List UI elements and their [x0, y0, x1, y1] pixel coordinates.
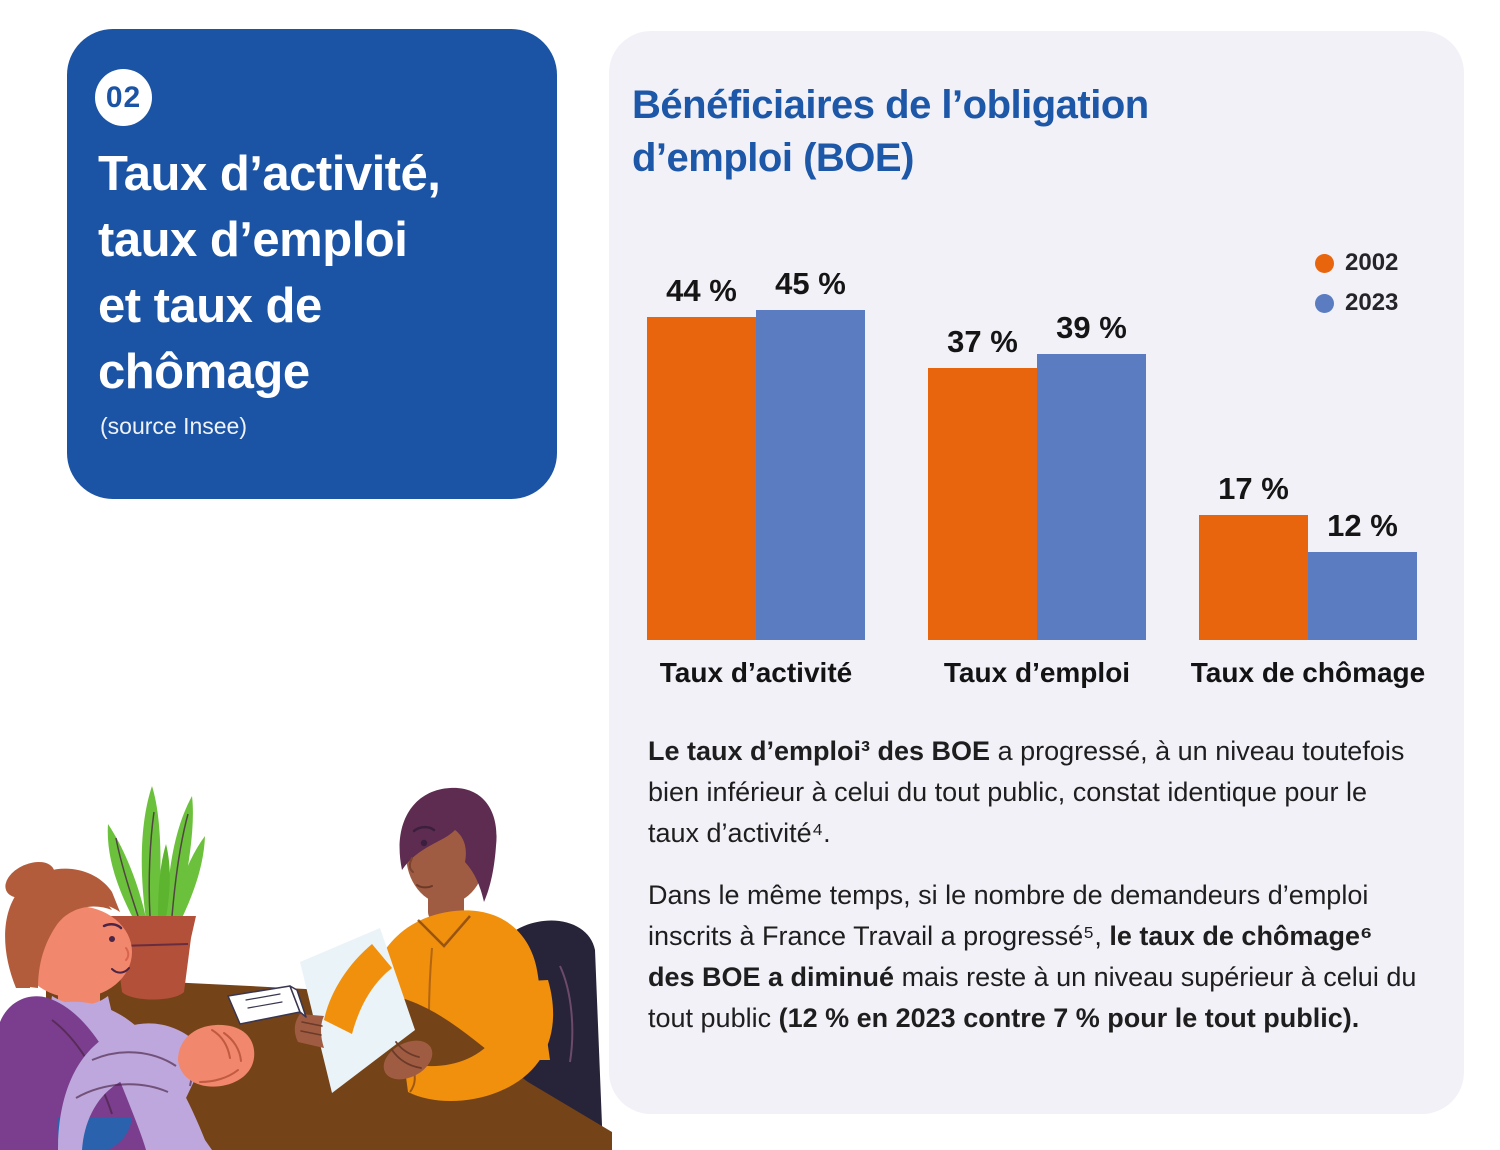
- interview-illustration: [0, 786, 612, 1150]
- bar-2023-0: [756, 310, 865, 640]
- body-text: Le taux d’emploi³ des BOE a progressé, à…: [648, 731, 1420, 1060]
- bar-2023-2: [1308, 552, 1417, 640]
- legend-dot-2023: [1315, 293, 1334, 313]
- bar-2002-1: [928, 368, 1037, 640]
- bar-value-label: 17 %: [1218, 471, 1289, 506]
- category-label: Taux d’activité: [659, 657, 853, 688]
- source-note: (source Insee): [100, 413, 248, 439]
- legend-label: 2023: [1345, 289, 1399, 316]
- section-number: 02: [105, 80, 142, 114]
- section-title: Taux d’activité, taux d’emploi et taux d…: [98, 141, 441, 405]
- legend-label: 2002: [1345, 249, 1399, 276]
- paragraph-1: Le taux d’emploi³ des BOE a progressé, à…: [648, 736, 1405, 848]
- section-number-badge: 02: [95, 69, 152, 126]
- chart-title-line: d’emploi (BOE): [632, 136, 914, 180]
- bar-value-label: 39 %: [1056, 310, 1127, 345]
- bar-chart: 44 % 45 % Taux d’activité 37 % 39 % Taux d’em…: [609, 31, 1464, 1114]
- man-arms: [294, 944, 554, 1101]
- potted-plant: [107, 786, 205, 1000]
- paragraph-2: Dans le même temps, si le nombre de dema…: [648, 880, 1417, 1033]
- category-label: Taux de chômage: [1190, 657, 1426, 688]
- chart-title: Bénéficiaires de l’obligation d’emploi (…: [632, 79, 1149, 185]
- legend-dot-2002: [1315, 253, 1334, 273]
- chart-title-line: Bénéficiaires de l’obligation: [632, 83, 1149, 127]
- bar-value-label: 45 %: [775, 266, 846, 301]
- bar-value-label: 12 %: [1327, 508, 1398, 543]
- chart-card: Bénéficiaires de l’obligation d’emploi (…: [609, 31, 1464, 1114]
- category-label: Taux d’emploi: [943, 657, 1131, 688]
- bar-value-label: 44 %: [666, 273, 737, 308]
- legend-item-2002: 2002: [1315, 249, 1455, 277]
- section-title-line: Taux d’activité,: [98, 147, 441, 201]
- bar-2002-2: [1199, 515, 1308, 640]
- woman-figure: [0, 861, 255, 1150]
- bar-2002-0: [647, 317, 756, 640]
- name-card: [227, 985, 307, 1025]
- bar-value-label: 37 %: [947, 324, 1018, 359]
- legend-item-2023: 2023: [1315, 289, 1455, 317]
- section-title-line: et taux de: [98, 279, 322, 333]
- section-title-line: chômage: [98, 345, 310, 399]
- section-card: 02 Taux d’activité, taux d’emploi et tau…: [67, 29, 557, 499]
- bar-2023-1: [1037, 354, 1146, 640]
- section-title-line: taux d’emploi: [98, 213, 408, 267]
